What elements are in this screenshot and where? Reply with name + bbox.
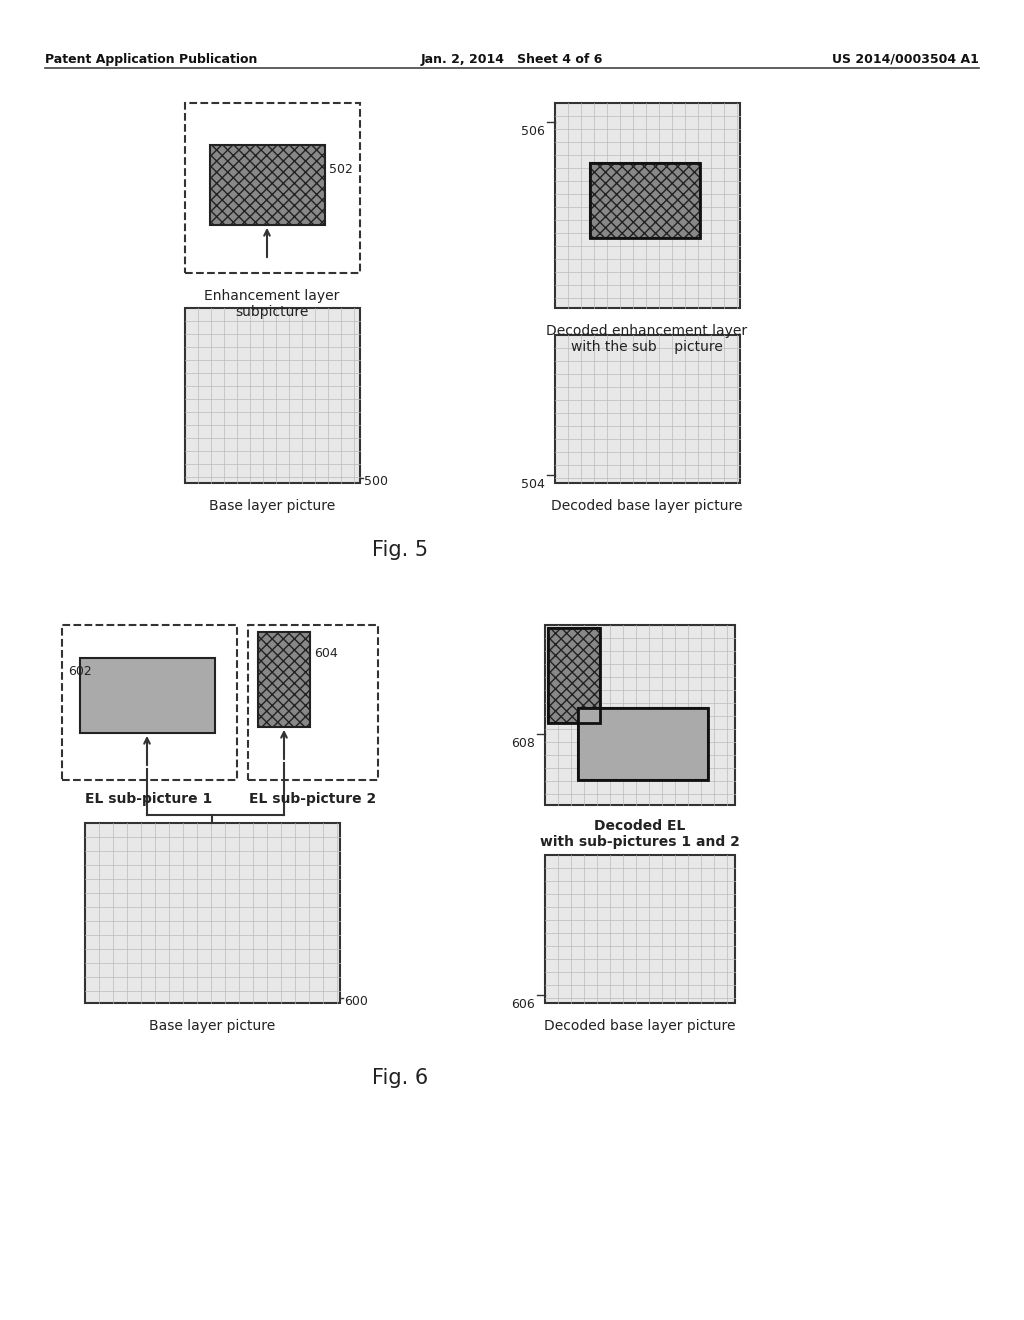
Text: Decoded EL: Decoded EL bbox=[594, 818, 686, 833]
Text: 604: 604 bbox=[314, 647, 338, 660]
Text: 506: 506 bbox=[521, 125, 545, 139]
Bar bbox=[210, 145, 325, 224]
Text: Fig. 5: Fig. 5 bbox=[372, 540, 428, 560]
Text: Patent Application Publication: Patent Application Publication bbox=[45, 53, 257, 66]
Text: US 2014/0003504 A1: US 2014/0003504 A1 bbox=[833, 53, 979, 66]
Bar bbox=[548, 628, 600, 723]
Text: 502: 502 bbox=[329, 162, 353, 176]
Bar bbox=[185, 103, 360, 273]
Text: 600: 600 bbox=[344, 995, 368, 1008]
Bar bbox=[548, 628, 600, 723]
Text: 606: 606 bbox=[511, 998, 535, 1011]
Text: EL sub-picture 1: EL sub-picture 1 bbox=[85, 792, 213, 807]
Bar bbox=[578, 708, 708, 780]
Bar bbox=[545, 855, 735, 1003]
Text: Enhancement layer: Enhancement layer bbox=[205, 289, 340, 304]
Bar bbox=[185, 308, 360, 483]
Text: Base layer picture: Base layer picture bbox=[148, 1019, 275, 1034]
Text: Decoded enhancement layer: Decoded enhancement layer bbox=[547, 323, 748, 338]
Bar bbox=[555, 103, 740, 308]
Bar bbox=[590, 162, 700, 238]
Text: Decoded base layer picture: Decoded base layer picture bbox=[551, 499, 742, 513]
Bar bbox=[80, 657, 215, 733]
Text: with the sub    picture: with the sub picture bbox=[571, 341, 723, 354]
Bar bbox=[590, 162, 700, 238]
Text: Decoded base layer picture: Decoded base layer picture bbox=[544, 1019, 736, 1034]
Bar bbox=[62, 624, 237, 780]
Text: 500: 500 bbox=[364, 475, 388, 488]
Bar bbox=[85, 822, 340, 1003]
Bar bbox=[555, 335, 740, 483]
Text: 602: 602 bbox=[68, 665, 92, 678]
Text: subpicture: subpicture bbox=[236, 305, 308, 319]
Text: 504: 504 bbox=[521, 478, 545, 491]
Bar bbox=[545, 624, 735, 805]
Text: EL sub-picture 2: EL sub-picture 2 bbox=[250, 792, 377, 807]
Bar bbox=[578, 708, 708, 780]
Text: Jan. 2, 2014   Sheet 4 of 6: Jan. 2, 2014 Sheet 4 of 6 bbox=[421, 53, 603, 66]
Text: Base layer picture: Base layer picture bbox=[209, 499, 335, 513]
Bar bbox=[258, 632, 310, 727]
Bar bbox=[248, 624, 378, 780]
Text: Fig. 6: Fig. 6 bbox=[372, 1068, 428, 1088]
Text: 608: 608 bbox=[511, 737, 535, 750]
Text: with sub-pictures 1 and 2: with sub-pictures 1 and 2 bbox=[540, 836, 740, 849]
